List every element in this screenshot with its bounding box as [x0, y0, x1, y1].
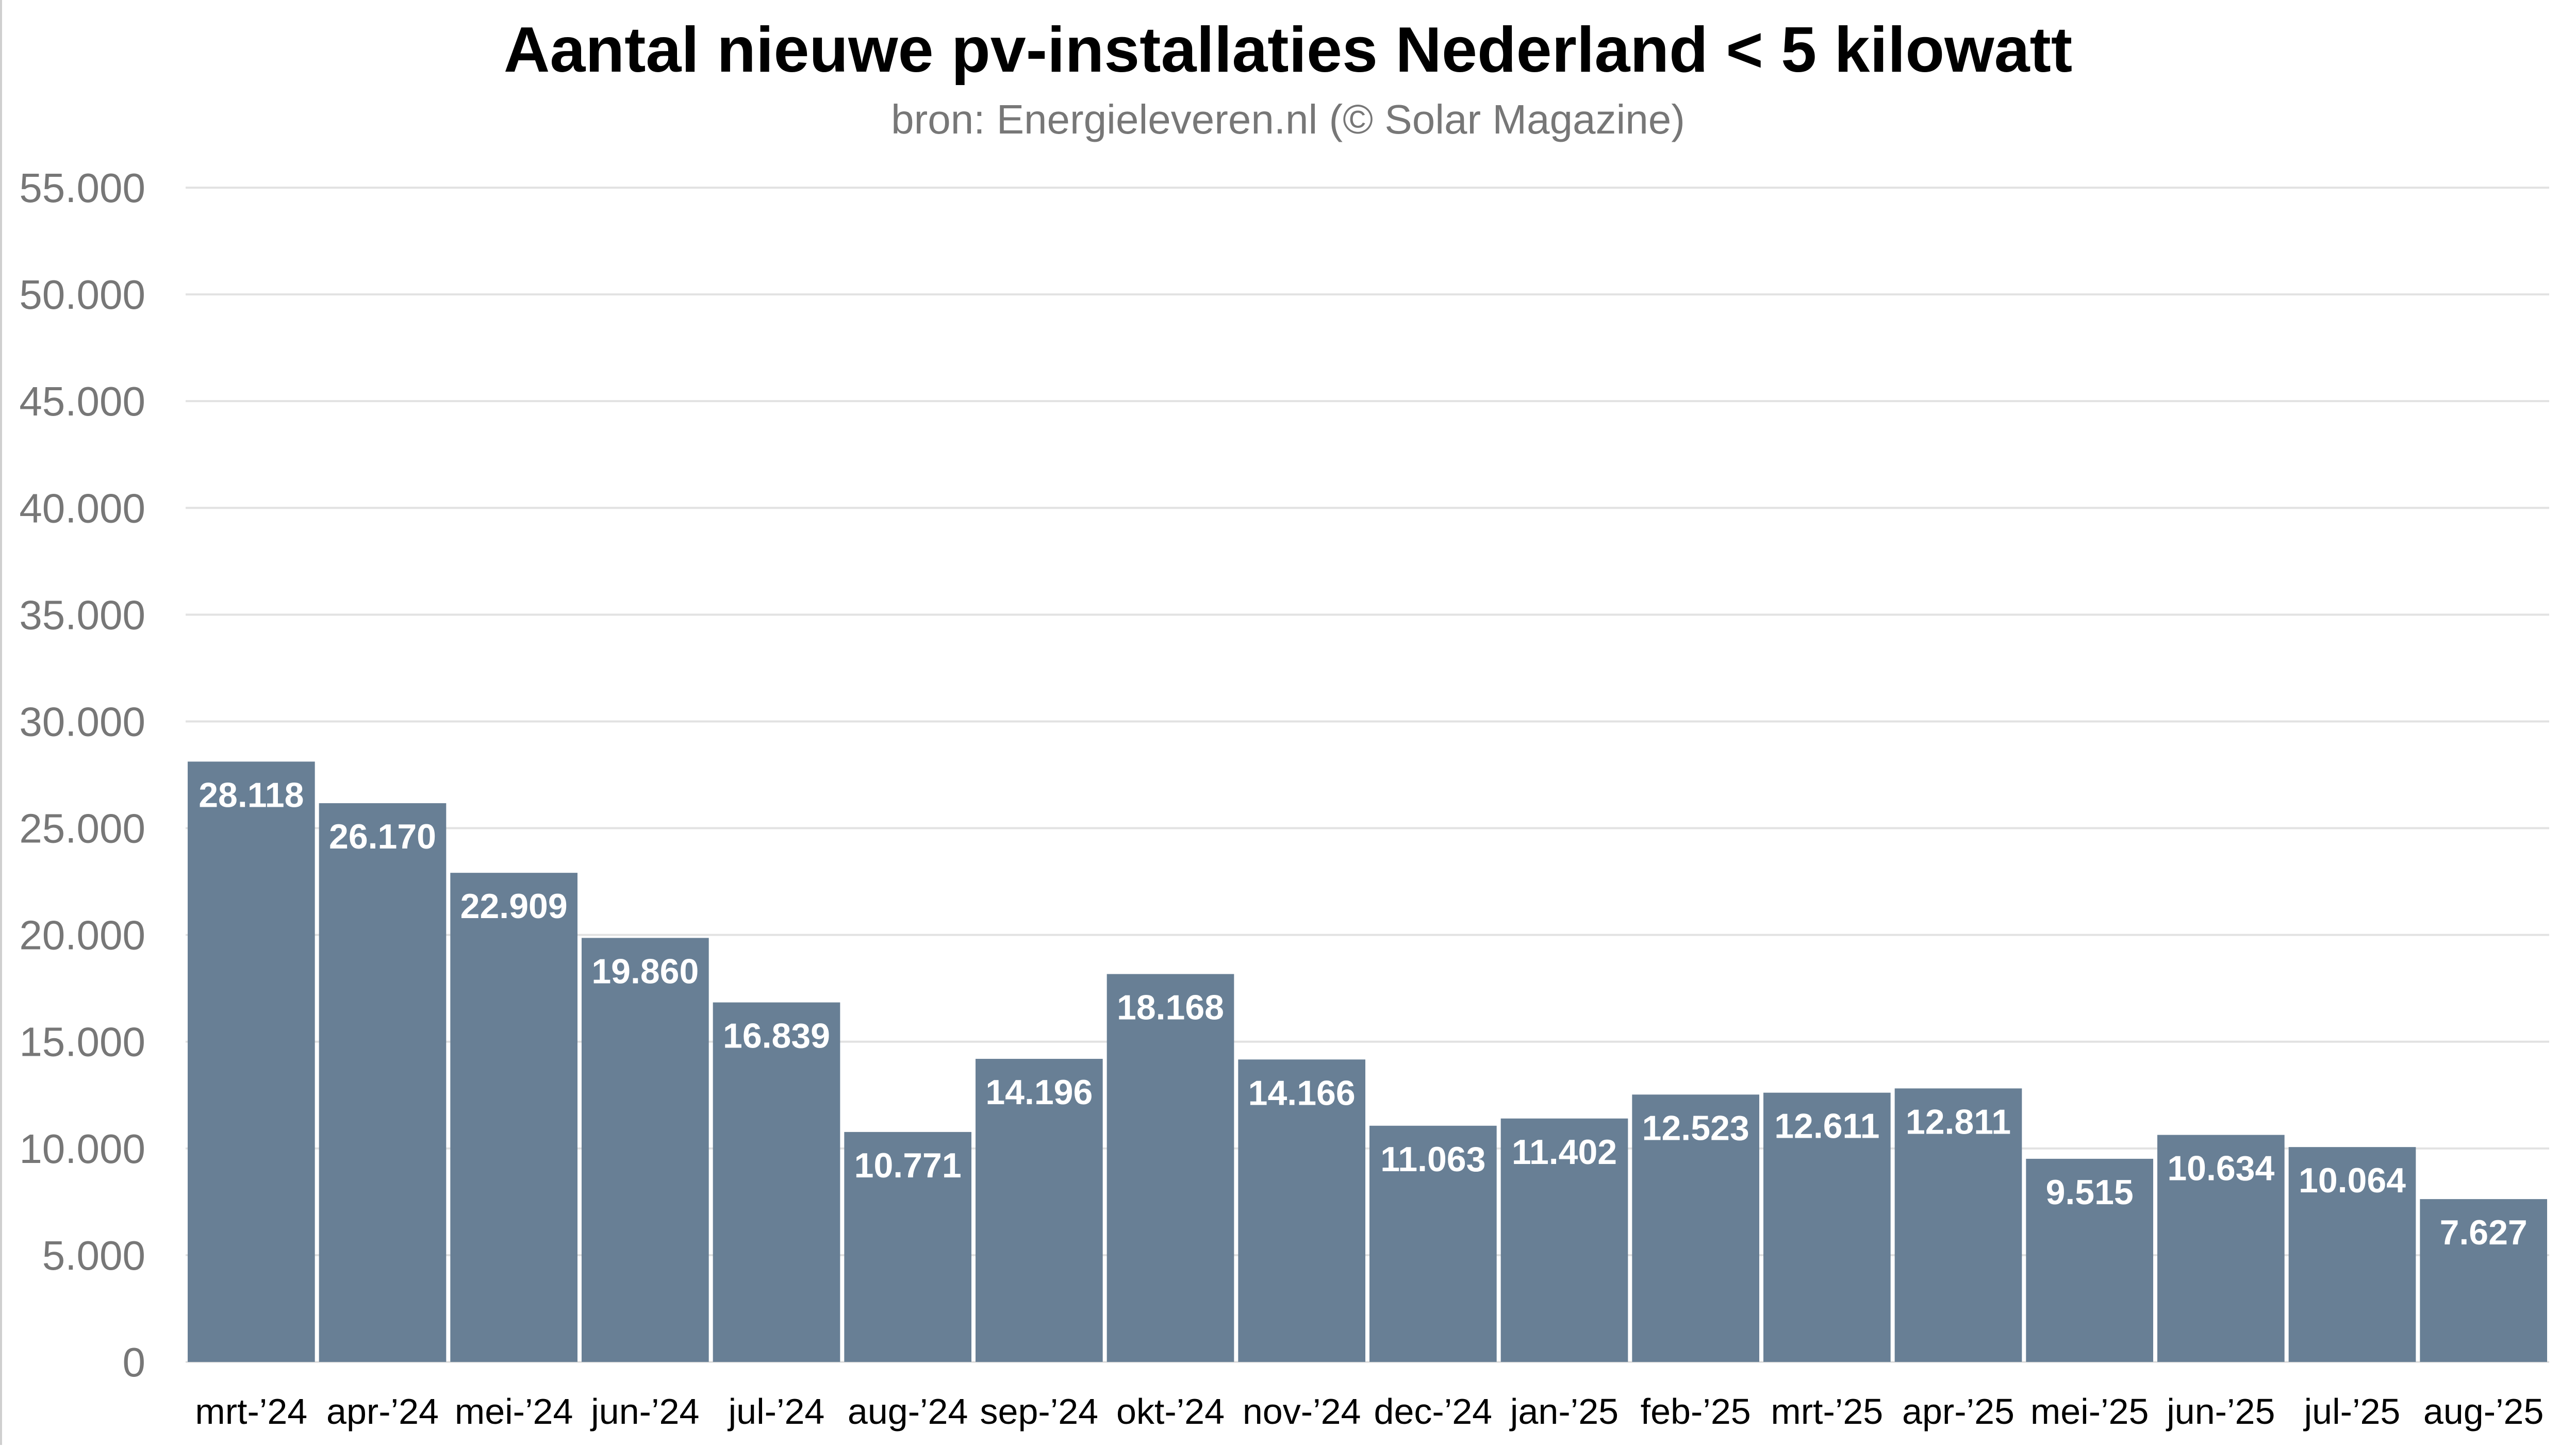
y-tick-label: 45.000 — [19, 378, 145, 424]
x-tick-label: mrt-’25 — [1771, 1391, 1883, 1432]
bar — [319, 803, 447, 1362]
bars — [188, 761, 2547, 1362]
bar — [188, 761, 315, 1362]
data-label: 7.627 — [2440, 1213, 2528, 1252]
data-label: 18.168 — [1117, 988, 1224, 1027]
bar — [1763, 1092, 1891, 1362]
bar — [1107, 974, 1234, 1362]
x-tick-label: sep-’24 — [980, 1391, 1099, 1432]
data-label: 16.839 — [723, 1017, 830, 1056]
y-tick-label: 20.000 — [19, 912, 145, 958]
x-tick-label: mrt-’24 — [195, 1391, 307, 1432]
data-label: 10.771 — [854, 1146, 962, 1185]
y-tick-label: 5.000 — [42, 1233, 145, 1278]
x-tick-label: jul-’24 — [728, 1391, 825, 1432]
data-label: 9.515 — [2046, 1173, 2134, 1212]
data-label: 12.811 — [1906, 1102, 2011, 1141]
bar — [2288, 1147, 2416, 1362]
bar — [713, 1002, 840, 1362]
data-label: 14.196 — [985, 1073, 1093, 1112]
data-label: 10.634 — [2167, 1149, 2274, 1188]
x-tick-label: apr-’25 — [1902, 1391, 2014, 1432]
x-tick-label: jun-’25 — [2166, 1391, 2275, 1432]
chart-subtitle: bron: Energieleveren.nl (© Solar Magazin… — [891, 96, 1685, 142]
x-tick-label: nov-’24 — [1243, 1391, 1361, 1432]
x-tick-label: aug-’24 — [848, 1391, 968, 1432]
y-tick-label: 35.000 — [19, 592, 145, 638]
bar — [844, 1132, 971, 1362]
bar — [1500, 1118, 1628, 1362]
x-tick-label: jun-’24 — [590, 1391, 699, 1432]
data-label: 28.118 — [199, 775, 304, 814]
data-label: 11.402 — [1512, 1133, 1617, 1172]
x-tick-label: feb-’25 — [1641, 1391, 1751, 1432]
y-tick-label: 10.000 — [19, 1126, 145, 1172]
x-axis-ticks: mrt-’24 apr-’24 mei-’24 jun-’24 jul-’24 aug-’… — [195, 1391, 2544, 1432]
x-tick-label: jul-’25 — [2303, 1391, 2401, 1432]
bar — [2420, 1199, 2547, 1362]
data-label: 11.063 — [1380, 1140, 1485, 1179]
x-tick-label: aug-’25 — [2423, 1391, 2544, 1432]
y-tick-label: 50.000 — [19, 272, 145, 318]
bar — [450, 873, 577, 1362]
data-label: 19.860 — [591, 952, 699, 991]
x-tick-label: jan-’25 — [1509, 1391, 1619, 1432]
y-tick-label: 40.000 — [19, 485, 145, 531]
y-tick-label: 15.000 — [19, 1019, 145, 1065]
chart-title: Aantal nieuwe pv-installaties Nederland … — [503, 14, 2073, 86]
bar — [2157, 1135, 2285, 1362]
bar — [1894, 1088, 2022, 1362]
data-label: 26.170 — [329, 817, 436, 856]
bar — [1238, 1059, 1365, 1362]
x-tick-label: mei-’25 — [2030, 1391, 2149, 1432]
data-labels: 28.118 26.170 22.909 19.860 16.839 10.771 14.1… — [199, 775, 2528, 1252]
bar — [1632, 1094, 1759, 1362]
bar — [1369, 1125, 1497, 1362]
data-label: 12.611 — [1774, 1107, 1879, 1146]
bar — [582, 938, 709, 1362]
y-axis-ticks: 0 5.000 10.000 15.000 20.000 25.000 30.000 35.0… — [19, 165, 145, 1385]
y-tick-label: 0 — [123, 1339, 146, 1385]
y-tick-label: 25.000 — [19, 806, 145, 852]
data-label: 12.523 — [1642, 1108, 1749, 1147]
gridlines — [186, 187, 2549, 1363]
y-tick-label: 55.000 — [19, 165, 145, 211]
data-label: 10.064 — [2299, 1161, 2406, 1200]
x-tick-label: mei-’24 — [455, 1391, 573, 1432]
x-tick-label: apr-’24 — [326, 1391, 439, 1432]
data-label: 22.909 — [460, 887, 568, 926]
bar — [976, 1059, 1103, 1362]
y-tick-label: 30.000 — [19, 698, 145, 744]
data-label: 14.166 — [1248, 1073, 1356, 1112]
x-tick-label: okt-’24 — [1116, 1391, 1225, 1432]
bar — [2026, 1158, 2153, 1362]
x-tick-label: dec-’24 — [1374, 1391, 1493, 1432]
